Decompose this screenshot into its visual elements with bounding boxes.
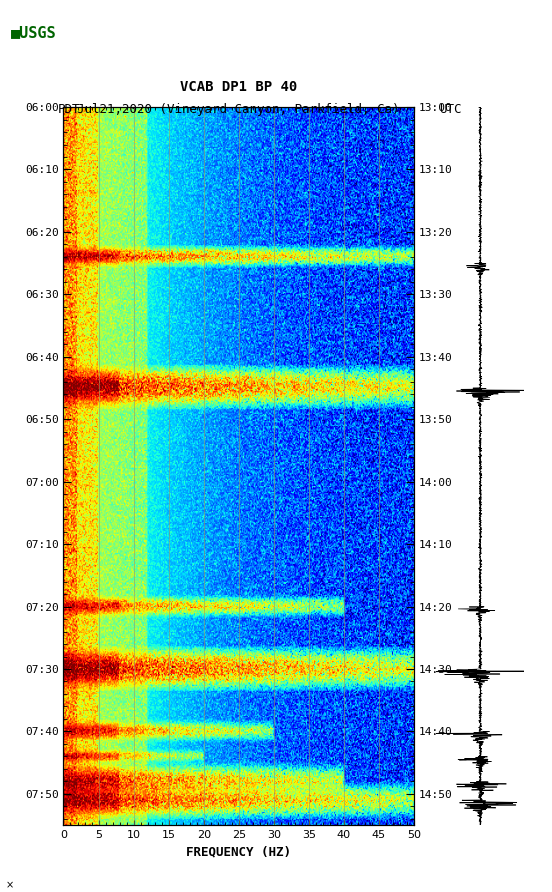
Text: VCAB DP1 BP 40: VCAB DP1 BP 40 xyxy=(180,79,298,94)
Text: PDT: PDT xyxy=(58,103,81,116)
Text: ×: × xyxy=(6,880,14,890)
X-axis label: FREQUENCY (HZ): FREQUENCY (HZ) xyxy=(186,846,291,858)
Text: Jul21,2020 (Vineyard Canyon, Parkfield, Ca): Jul21,2020 (Vineyard Canyon, Parkfield, … xyxy=(77,103,400,116)
Text: UTC: UTC xyxy=(439,103,461,116)
Text: ■USGS: ■USGS xyxy=(11,25,57,40)
